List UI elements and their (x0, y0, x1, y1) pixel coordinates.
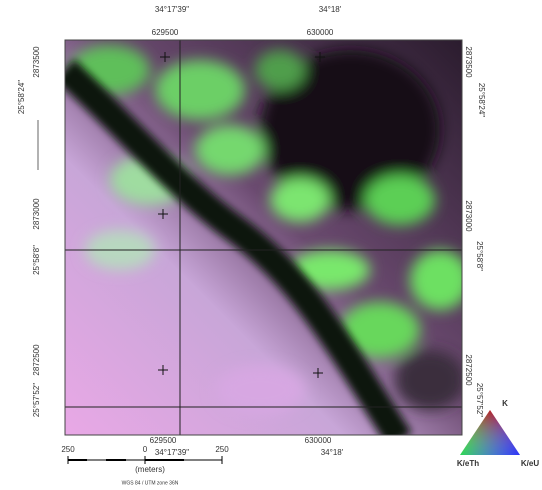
left-label: 25°57'52" (32, 383, 41, 417)
left-label: 25°58'8" (32, 245, 41, 275)
left-label: 2873000 (32, 198, 41, 230)
scale-unit: (meters) (135, 465, 165, 474)
scale-bar (68, 456, 222, 464)
right-label: 25°58'24" (477, 83, 486, 117)
left-label: 2872500 (32, 344, 41, 376)
raster-image (65, 40, 470, 440)
top-label: 34°17'39" (155, 5, 189, 14)
right-label: 2873000 (464, 200, 473, 232)
bottom-label: 630000 (305, 436, 332, 445)
scale-tick-label: 250 (61, 445, 75, 454)
projection-label: WGS 84 / UTM zone 36N (122, 480, 179, 486)
ternary-legend (460, 410, 520, 455)
legend-label: K (502, 399, 508, 408)
right-label: 25°57'52" (475, 383, 484, 417)
scale-tick-label: 0 (143, 445, 148, 454)
bottom-label: 629500 (150, 436, 177, 445)
left-label: 25°58'24" (17, 80, 26, 114)
right-label: 2872500 (464, 354, 473, 386)
top-label: 629500 (152, 28, 179, 37)
right-label: 25°58'8" (475, 241, 484, 271)
map: 34°17'39" 629500 630000 34°18' 629500 34°17'3… (0, 0, 542, 490)
top-label: 630000 (307, 28, 334, 37)
right-label: 2873500 (464, 46, 473, 78)
scale-tick-label: 250 (215, 445, 229, 454)
bottom-label: 34°18' (321, 448, 344, 457)
legend-label: K/eU (521, 459, 539, 468)
left-label: 2873500 (32, 46, 41, 78)
top-label: 34°18' (319, 5, 342, 14)
bottom-label: 34°17'39" (155, 448, 189, 457)
legend-label: K/eTh (457, 459, 479, 468)
